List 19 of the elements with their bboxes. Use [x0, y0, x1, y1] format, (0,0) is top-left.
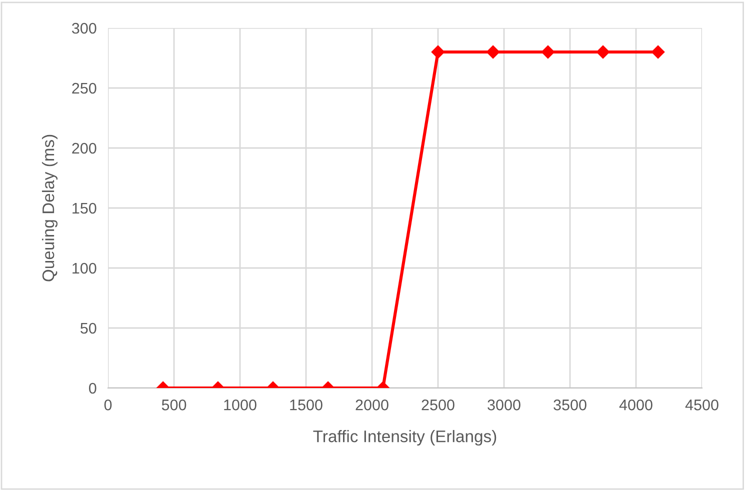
y-tick-label: 0	[88, 382, 96, 394]
x-tick-label: 1000	[224, 400, 256, 410]
x-tick-label: 2000	[356, 400, 388, 410]
x-tick-label: 1500	[290, 400, 322, 410]
x-tick-label: 3500	[554, 400, 586, 410]
x-tick-label: 3000	[488, 400, 520, 410]
y-tick-label: 150	[72, 202, 96, 214]
y-tick-label: 250	[72, 82, 96, 94]
x-tick-label: 500	[162, 400, 186, 410]
y-axis-title: Queuing Delay (ms)	[42, 134, 58, 282]
y-tick-label: 200	[72, 142, 96, 154]
x-tick-label: 4000	[619, 400, 652, 410]
y-tick-label: 300	[72, 22, 96, 34]
x-tick-label: 0	[104, 400, 112, 410]
x-axis-title: Traffic Intensity (Erlangs)	[313, 430, 496, 446]
y-tick-label: 100	[72, 262, 96, 274]
x-tick-label: 2500	[422, 400, 454, 410]
y-tick-label: 50	[80, 322, 96, 334]
x-tick-label: 4500	[685, 400, 718, 410]
